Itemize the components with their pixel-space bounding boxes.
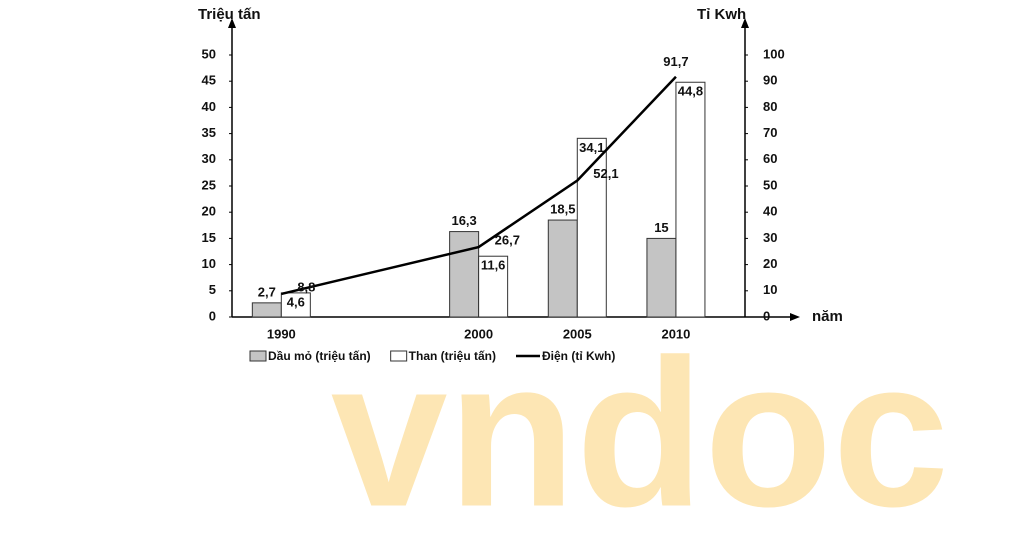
bar [280, 292, 311, 318]
y2-tick-label: 60 [763, 151, 777, 166]
bar [576, 137, 607, 318]
y-tick-label: 15 [202, 230, 216, 245]
value-label: 15 [654, 220, 668, 235]
y-tick-label: 20 [202, 204, 216, 219]
y2-tick-label: 30 [763, 230, 777, 245]
bar [251, 302, 282, 318]
y2-tick-label: 70 [763, 125, 777, 140]
bar [449, 231, 480, 318]
y-tick-label: 5 [209, 282, 216, 297]
y2-tick-label: 40 [763, 204, 777, 219]
value-label: 16,3 [451, 213, 476, 228]
x-tick-label: 2005 [563, 326, 592, 341]
line [281, 75, 677, 296]
bar [547, 219, 578, 318]
x-axis-arrow [790, 313, 800, 321]
y2-tick-label: 90 [763, 73, 777, 88]
x-tick-label: 1990 [267, 326, 296, 341]
y2-tick-label: 80 [763, 99, 777, 114]
x-tick-label: 2000 [464, 326, 493, 341]
value-label: 4,6 [287, 294, 305, 309]
value-label: 8,8 [297, 279, 315, 294]
y2-tick-label: 50 [763, 177, 777, 192]
y-tick-label: 50 [202, 46, 216, 61]
value-label: 26,7 [495, 232, 520, 247]
legend-swatch [249, 350, 267, 362]
value-label: 91,7 [663, 54, 688, 69]
watermark: vndoc [331, 315, 949, 550]
value-label: 34,1 [579, 140, 604, 155]
y-tick-label: 25 [202, 177, 216, 192]
y2-axis-arrow [741, 18, 749, 28]
y-tick-label: 40 [202, 99, 216, 114]
y-axis-arrow [228, 18, 236, 28]
y-axis-title: Triệu tấn [198, 6, 261, 23]
bar [646, 237, 677, 318]
y2-tick-label: 20 [763, 256, 777, 271]
value-label: 44,8 [678, 84, 703, 99]
y2-tick-label: 0 [763, 308, 770, 323]
y-tick-label: 10 [202, 256, 216, 271]
x-axis-title: năm [812, 308, 843, 325]
y-tick-label: 45 [202, 73, 216, 88]
y-tick-label: 0 [209, 308, 216, 323]
legend-label: Điện (tỉ Kwh) [542, 349, 615, 363]
y-tick-label: 30 [202, 151, 216, 166]
y2-tick-label: 10 [763, 282, 777, 297]
value-label: 52,1 [593, 166, 618, 181]
y2-axis-title: Tỉ Kwh [697, 6, 746, 23]
y2-tick-label: 100 [763, 46, 785, 61]
x-tick-label: 2010 [661, 326, 690, 341]
value-label: 2,7 [258, 284, 276, 299]
value-label: 11,6 [481, 258, 506, 273]
bar [478, 255, 509, 318]
value-label: 18,5 [550, 201, 575, 216]
legend-swatch [390, 350, 408, 362]
legend-label: Than (triệu tấn) [409, 349, 496, 363]
y-tick-label: 35 [202, 125, 216, 140]
legend-label: Dầu mỏ (triệu tấn) [268, 349, 371, 363]
bar [675, 81, 706, 318]
